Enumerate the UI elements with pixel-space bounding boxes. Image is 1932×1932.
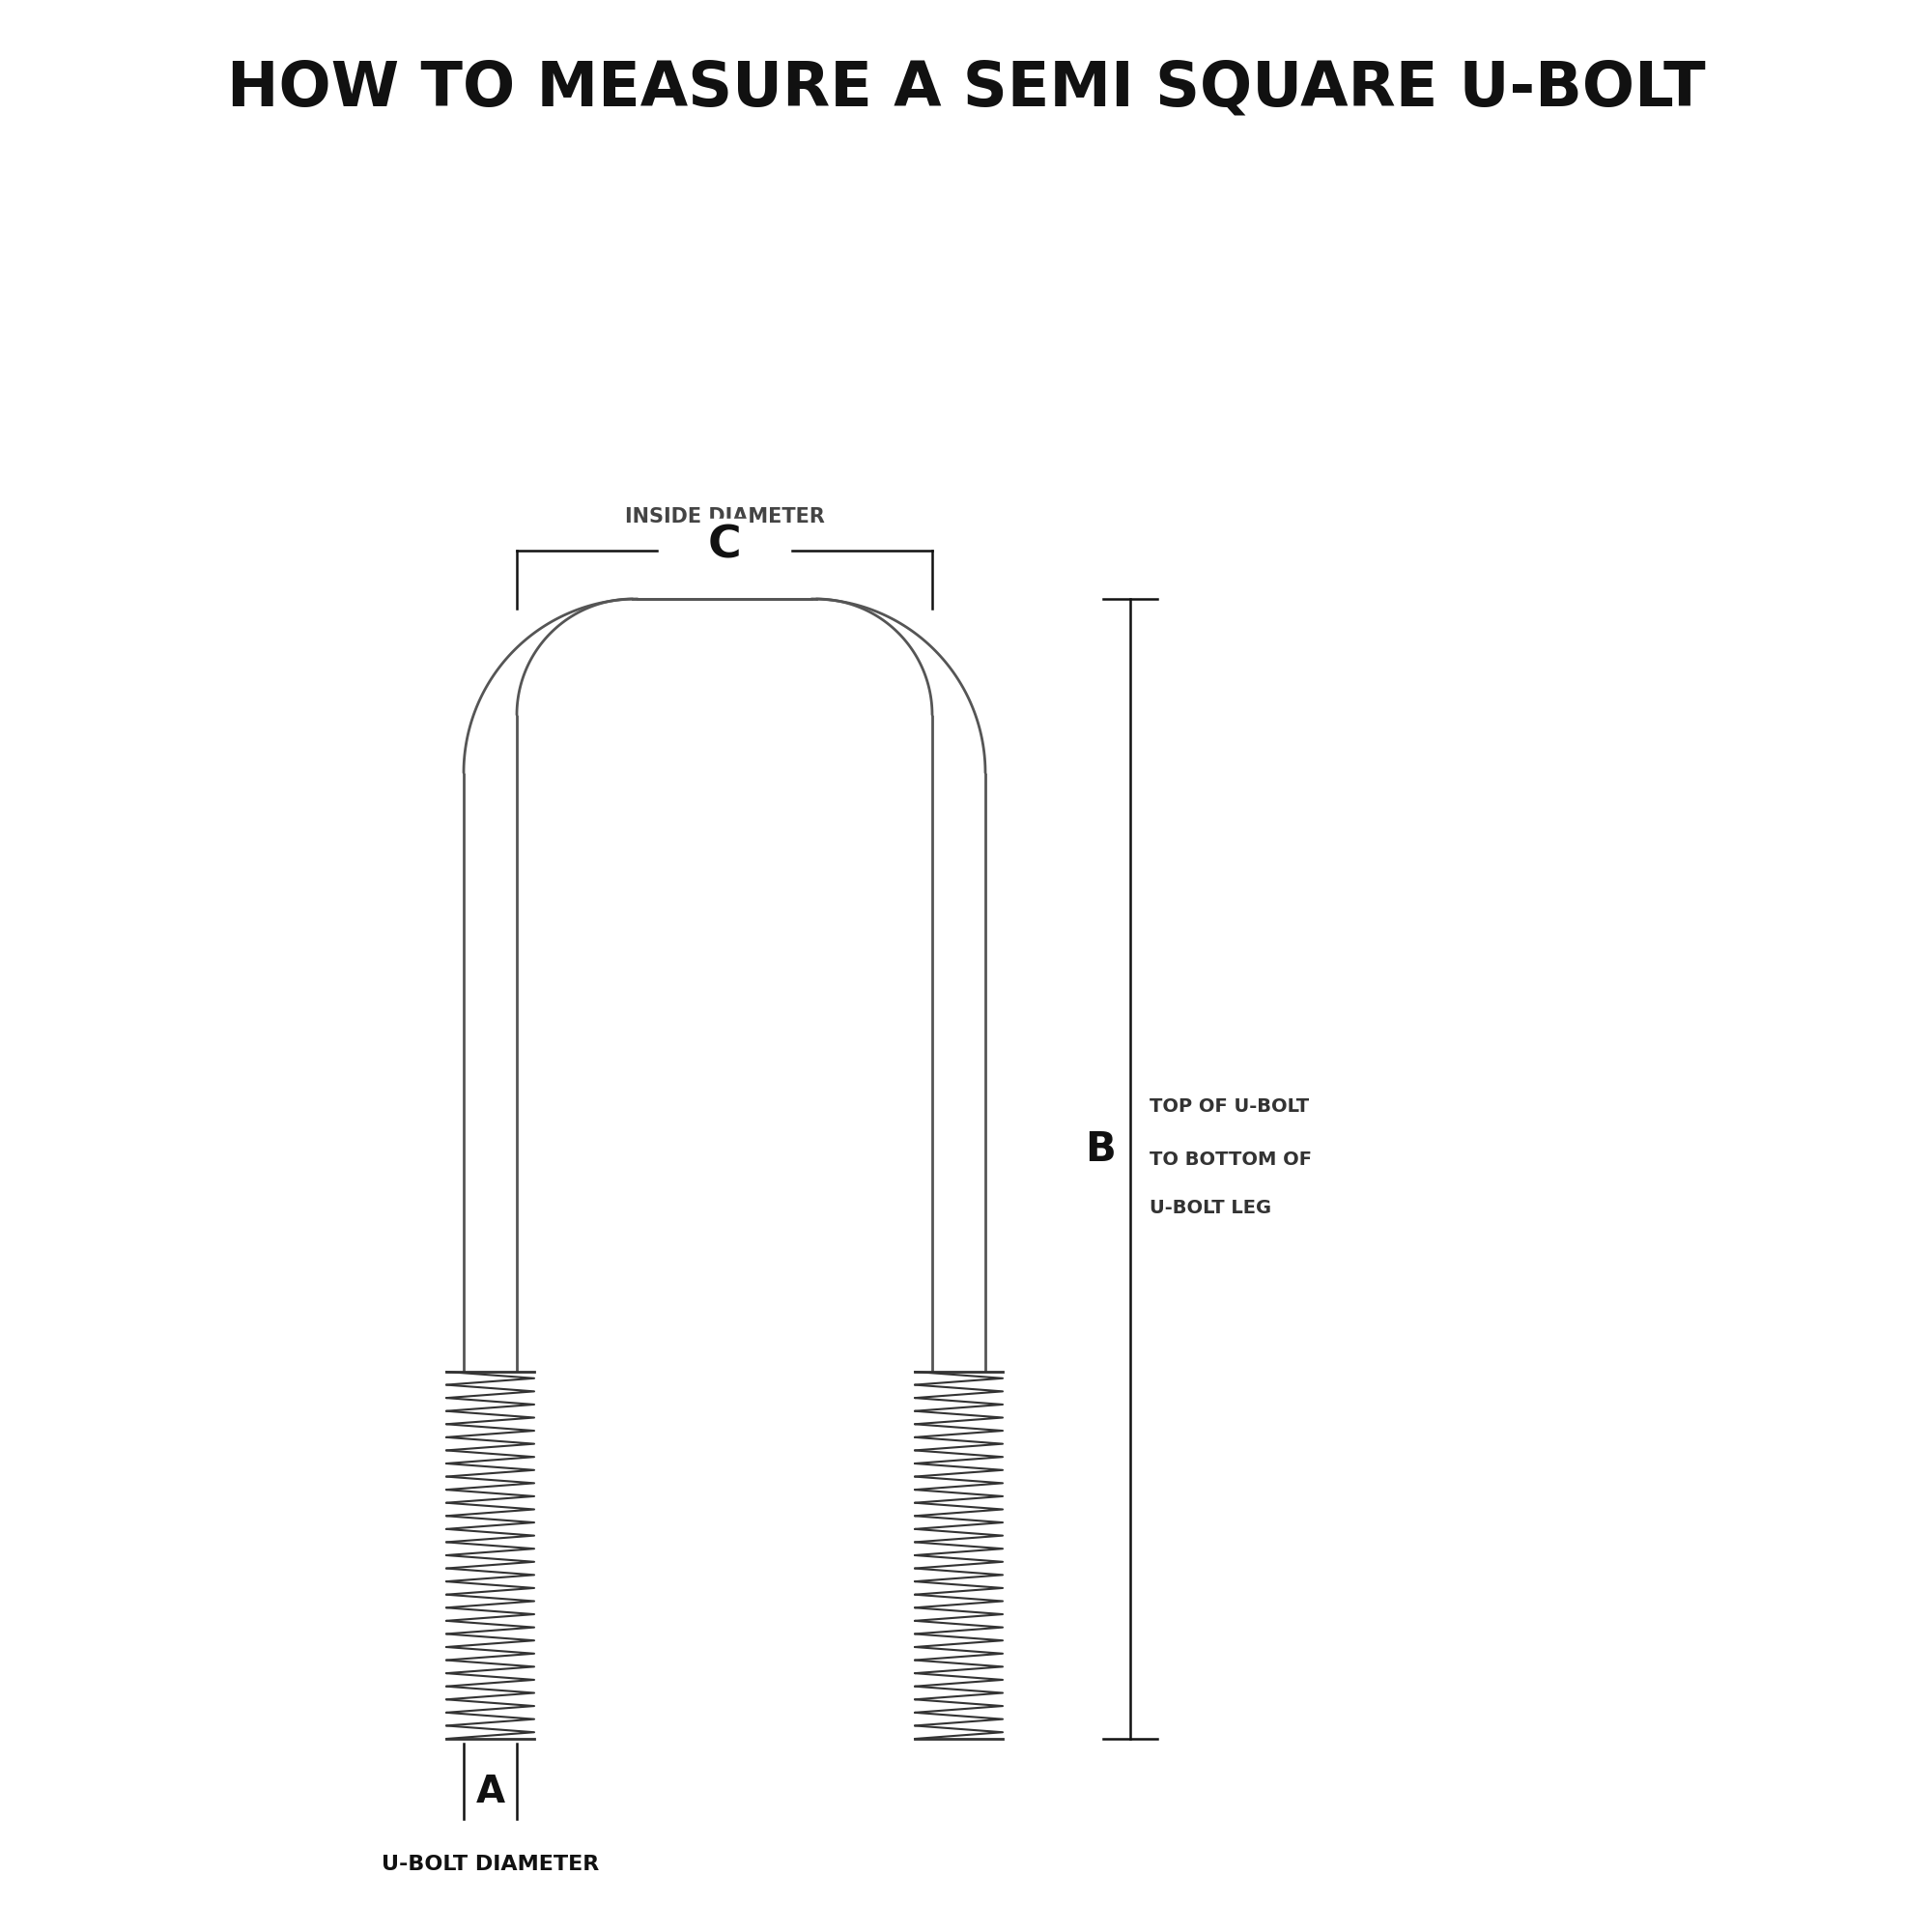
Text: INSIDE DIAMETER: INSIDE DIAMETER <box>624 506 825 526</box>
Text: TOP OF U-BOLT: TOP OF U-BOLT <box>1150 1097 1310 1115</box>
Text: C: C <box>707 524 742 568</box>
Text: U-BOLT DIAMETER: U-BOLT DIAMETER <box>381 1855 599 1874</box>
Text: B: B <box>1086 1128 1117 1169</box>
Text: TO BOTTOM OF: TO BOTTOM OF <box>1150 1150 1312 1169</box>
Text: U-BOLT LEG: U-BOLT LEG <box>1150 1198 1271 1217</box>
Text: HOW TO MEASURE A SEMI SQUARE U-BOLT: HOW TO MEASURE A SEMI SQUARE U-BOLT <box>226 58 1706 118</box>
Text: A: A <box>475 1774 504 1810</box>
